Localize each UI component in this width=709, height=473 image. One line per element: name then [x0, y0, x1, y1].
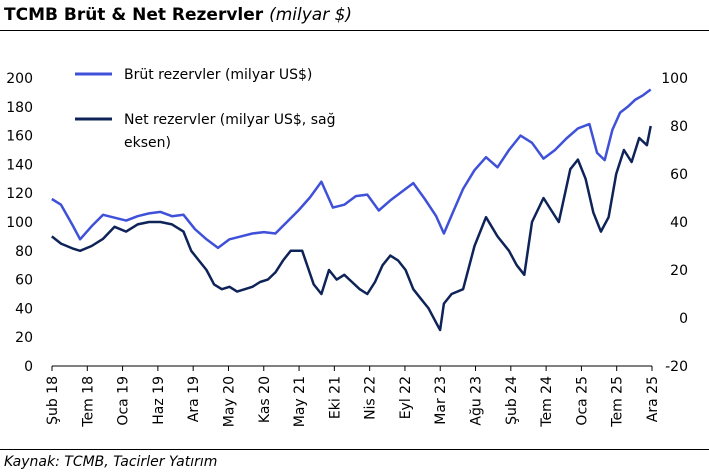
right-y-tick-label: -20 — [665, 359, 688, 375]
x-tick-label: May 21 — [292, 376, 308, 427]
chart-title: TCMB Brüt & Net Rezervler (milyar $) — [4, 5, 352, 25]
legend-label-net-cont: eksen) — [124, 135, 171, 151]
x-tick-label: Tem 24 — [539, 376, 555, 428]
x-tick-label: Nis 22 — [363, 376, 379, 420]
legend: Brüt rezervler (milyar US$) Net rezervle… — [75, 67, 335, 151]
chart-title-unit: (milyar $) — [269, 5, 353, 25]
left-y-tick-label: 20 — [15, 330, 33, 346]
legend-label-gross: Brüt rezervler (milyar US$) — [124, 67, 312, 83]
x-tick-label: Tem 25 — [610, 376, 626, 428]
left-y-tick-label: 40 — [15, 301, 33, 317]
gross-reserves-line — [51, 88, 652, 250]
x-tick-label: Tem 18 — [80, 376, 96, 428]
left-y-axis: 0 20 40 60 80 100 120 140 160 180 200 — [6, 71, 33, 375]
series-lines — [51, 88, 652, 332]
x-tick-label: Ara 19 — [186, 376, 202, 422]
legend-label-net: Net rezervler (milyar US$, sağ — [124, 112, 335, 128]
x-tick-label: Ağu 23 — [469, 376, 485, 426]
right-y-axis: -20 0 20 40 60 80 100 — [661, 71, 688, 375]
x-tick-label: Şub 24 — [504, 376, 520, 425]
right-y-tick-label: 20 — [670, 263, 688, 279]
x-tick-label: Eyl 22 — [398, 376, 414, 419]
x-tick-label: Ara 25 — [645, 376, 661, 422]
x-tick-label: Şub 18 — [45, 376, 61, 425]
right-y-tick-label: 60 — [670, 167, 688, 183]
left-y-tick-label: 100 — [6, 215, 33, 231]
left-y-tick-label: 180 — [6, 100, 33, 116]
x-tick-label: Mar 23 — [433, 376, 449, 425]
right-y-tick-label: 80 — [670, 119, 688, 135]
x-tick-label: Oca 19 — [116, 376, 132, 426]
left-y-tick-label: 160 — [6, 129, 33, 145]
net-reserves-line — [51, 125, 652, 332]
x-tick-label: Haz 19 — [151, 376, 167, 425]
chart-title-main: TCMB Brüt & Net Rezervler — [4, 5, 264, 25]
left-y-tick-label: 200 — [6, 71, 33, 87]
x-axis: Şub 18 Tem 18 Oca 19 Haz 19 Ara 19 May 20 Kas … — [45, 365, 661, 428]
left-y-tick-label: 140 — [6, 157, 33, 173]
x-tick-label: Oca 25 — [574, 376, 590, 426]
right-y-tick-label: 40 — [670, 215, 688, 231]
x-tick-label: Kas 20 — [257, 376, 273, 423]
right-y-tick-label: 100 — [661, 71, 688, 87]
left-y-tick-label: 120 — [6, 186, 33, 202]
bottom-rule — [0, 449, 709, 450]
left-y-tick-label: 60 — [15, 273, 33, 289]
right-y-tick-label: 0 — [679, 311, 688, 327]
left-y-tick-label: 80 — [15, 244, 33, 260]
x-tick-label: Eki 21 — [327, 376, 343, 419]
x-tick-label: May 20 — [221, 376, 237, 427]
source-note: Kaynak: TCMB, Tacirler Yatırım — [4, 454, 218, 470]
left-y-tick-label: 0 — [24, 359, 33, 375]
top-rule — [0, 30, 709, 31]
